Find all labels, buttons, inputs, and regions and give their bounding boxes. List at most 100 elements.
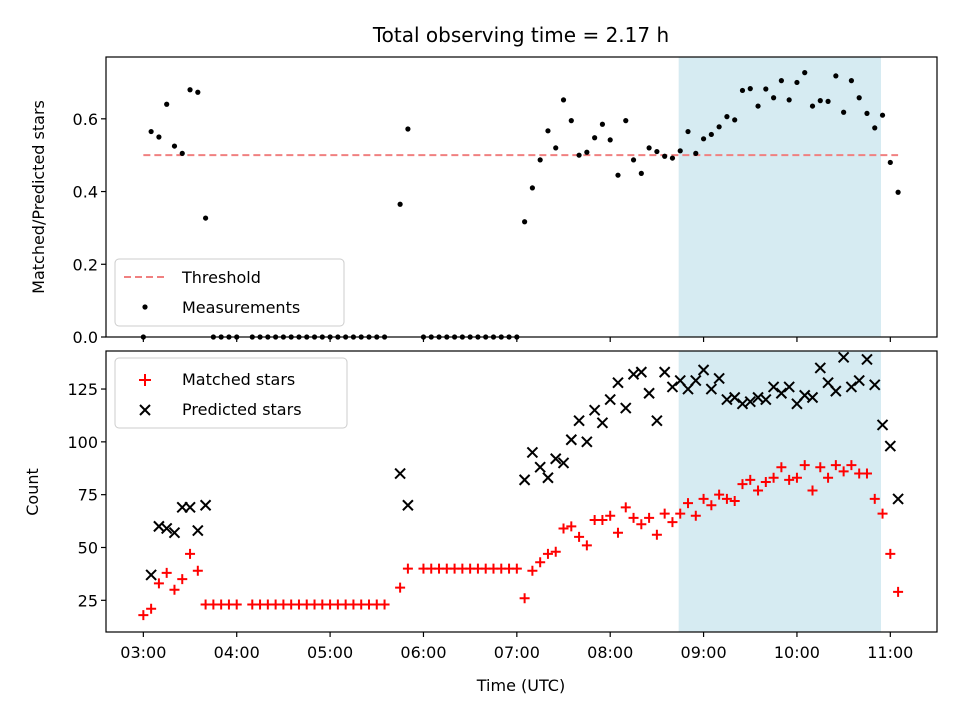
predicted-point [588, 404, 601, 416]
x-tick-label: 04:00 [214, 643, 260, 662]
matched-point [885, 548, 896, 559]
top-point [607, 137, 613, 143]
matched-point [542, 548, 553, 559]
matched-point [566, 521, 577, 532]
predicted-point [581, 436, 593, 448]
top-point [164, 101, 170, 107]
top-point [615, 172, 621, 178]
predicted-point [573, 415, 585, 427]
top-point [522, 219, 528, 225]
predicted-point [596, 417, 609, 429]
bottom-y-tick-label: 125 [67, 380, 98, 399]
matched-point [402, 563, 413, 574]
top-point [817, 98, 823, 104]
x-tick-label: 05:00 [307, 643, 353, 662]
predicted-point [542, 472, 554, 484]
matched-point [877, 508, 888, 519]
matched-point [706, 500, 717, 511]
top-point [638, 170, 644, 176]
bottom-y-tick-label: 25 [78, 591, 98, 610]
top-point [724, 114, 730, 120]
predicted-point [845, 381, 858, 393]
matched-point [651, 529, 662, 540]
top-point [568, 118, 574, 124]
matched-legend-swatch [139, 374, 151, 386]
top-point [716, 124, 722, 130]
top-y-axis-label: Matched/Predicted stars [29, 100, 48, 294]
matched-point [729, 496, 740, 507]
matched-point [605, 510, 616, 521]
matched-point [192, 565, 203, 576]
top-point [662, 153, 668, 159]
predicted-point [814, 362, 826, 374]
matched-point [636, 519, 647, 530]
top-point [755, 103, 761, 109]
predicted-point [830, 385, 842, 397]
x-tick-label: 11:00 [867, 643, 913, 662]
matched-point [869, 493, 880, 504]
predicted-point [666, 381, 679, 393]
matched-point [138, 610, 149, 621]
predicted-point [760, 393, 772, 406]
matched-point [667, 517, 678, 528]
top-y-tick-label: 0.4 [73, 183, 98, 202]
predicted-point [837, 351, 850, 364]
top-point [771, 95, 777, 101]
bottom-legend: Matched stars Predicted stars [114, 357, 348, 429]
predicted-point [518, 474, 531, 486]
matched-point [519, 593, 530, 604]
top-point [156, 134, 162, 140]
chart-title: Total observing time = 2.17 h [372, 23, 669, 47]
top-point [809, 103, 816, 109]
matched-point [597, 515, 608, 526]
top-point [872, 125, 878, 131]
predicted-point [192, 524, 204, 537]
matched-legend-label: Matched stars [182, 370, 295, 389]
matched-point [612, 527, 623, 538]
top-point [841, 109, 847, 115]
predicted-point [861, 353, 873, 366]
top-point [202, 215, 209, 221]
bottom-axes-frame [105, 350, 938, 633]
top-point [195, 89, 201, 95]
top-point [560, 97, 567, 103]
predicted-point [892, 493, 904, 505]
bottom-legend-box [114, 357, 348, 429]
matched-point [721, 493, 732, 504]
predicted-point [869, 379, 881, 391]
matched-point [838, 466, 849, 477]
top-point [739, 87, 746, 94]
top-point [763, 86, 769, 92]
x-tick-label: 07:00 [494, 643, 540, 662]
bottom-highlight-span [678, 351, 881, 632]
top-y-tick-label: 0.6 [73, 110, 98, 129]
top-point [802, 70, 808, 76]
x-tick-label: 06:00 [400, 643, 446, 662]
x-axis-label: Time (UTC) [476, 676, 565, 695]
matched-point [791, 472, 802, 483]
top-point [747, 86, 753, 92]
top-point [599, 121, 606, 127]
matched-point [714, 489, 725, 500]
top-point [732, 117, 738, 123]
top-point [529, 185, 535, 191]
x-tick-label: 10:00 [774, 643, 820, 662]
matched-point [161, 567, 172, 578]
predicted-point [728, 391, 741, 404]
matched-point [893, 586, 904, 597]
matched-point [574, 531, 585, 542]
top-plot-area: 0.0 0.2 0.4 0.6 [73, 56, 938, 347]
predicted-point [184, 501, 196, 514]
matched-point [737, 479, 748, 490]
predicted-point [620, 402, 632, 414]
predicted-point [651, 415, 663, 427]
top-point [700, 136, 707, 142]
top-y-tick-label: 0.0 [73, 328, 98, 347]
top-point [848, 78, 855, 84]
matched-point [628, 512, 639, 523]
x-tick-label: 08:00 [587, 643, 633, 662]
matched-point [745, 474, 756, 485]
top-point [623, 118, 629, 124]
top-point [856, 95, 862, 101]
